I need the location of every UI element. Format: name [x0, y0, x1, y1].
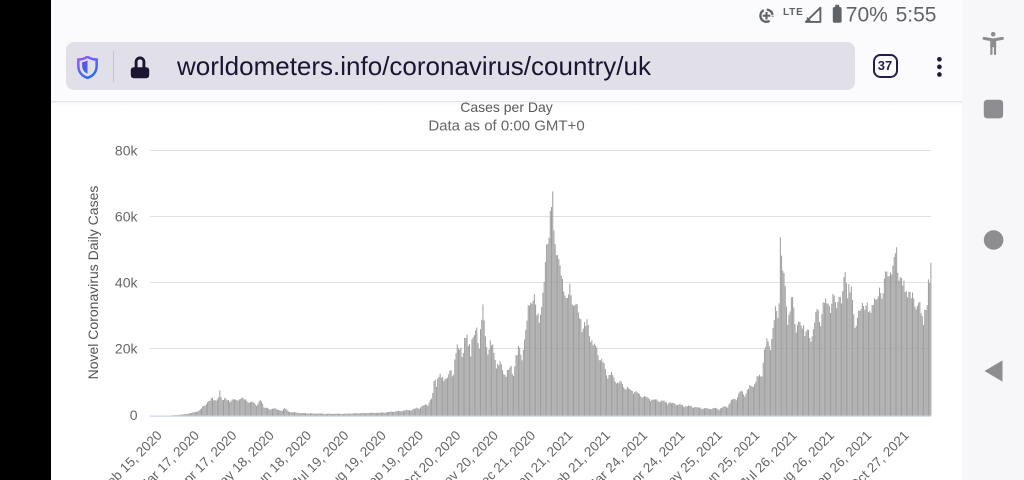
svg-text:70%: 70%: [846, 4, 888, 27]
svg-text:Novel Coronavirus Daily Cases: Novel Coronavirus Daily Cases: [85, 186, 101, 380]
svg-text:LTE: LTE: [783, 7, 804, 18]
svg-text:Data as of 0:00 GMT+0: Data as of 0:00 GMT+0: [428, 118, 584, 135]
svg-text:0: 0: [130, 407, 138, 423]
svg-text:60k: 60k: [115, 209, 139, 225]
svg-text:40k: 40k: [115, 275, 139, 291]
svg-text:Cases per Day: Cases per Day: [460, 99, 553, 115]
svg-text:5:55: 5:55: [896, 4, 937, 27]
svg-text:20k: 20k: [115, 341, 139, 357]
svg-text:80k: 80k: [115, 143, 139, 159]
